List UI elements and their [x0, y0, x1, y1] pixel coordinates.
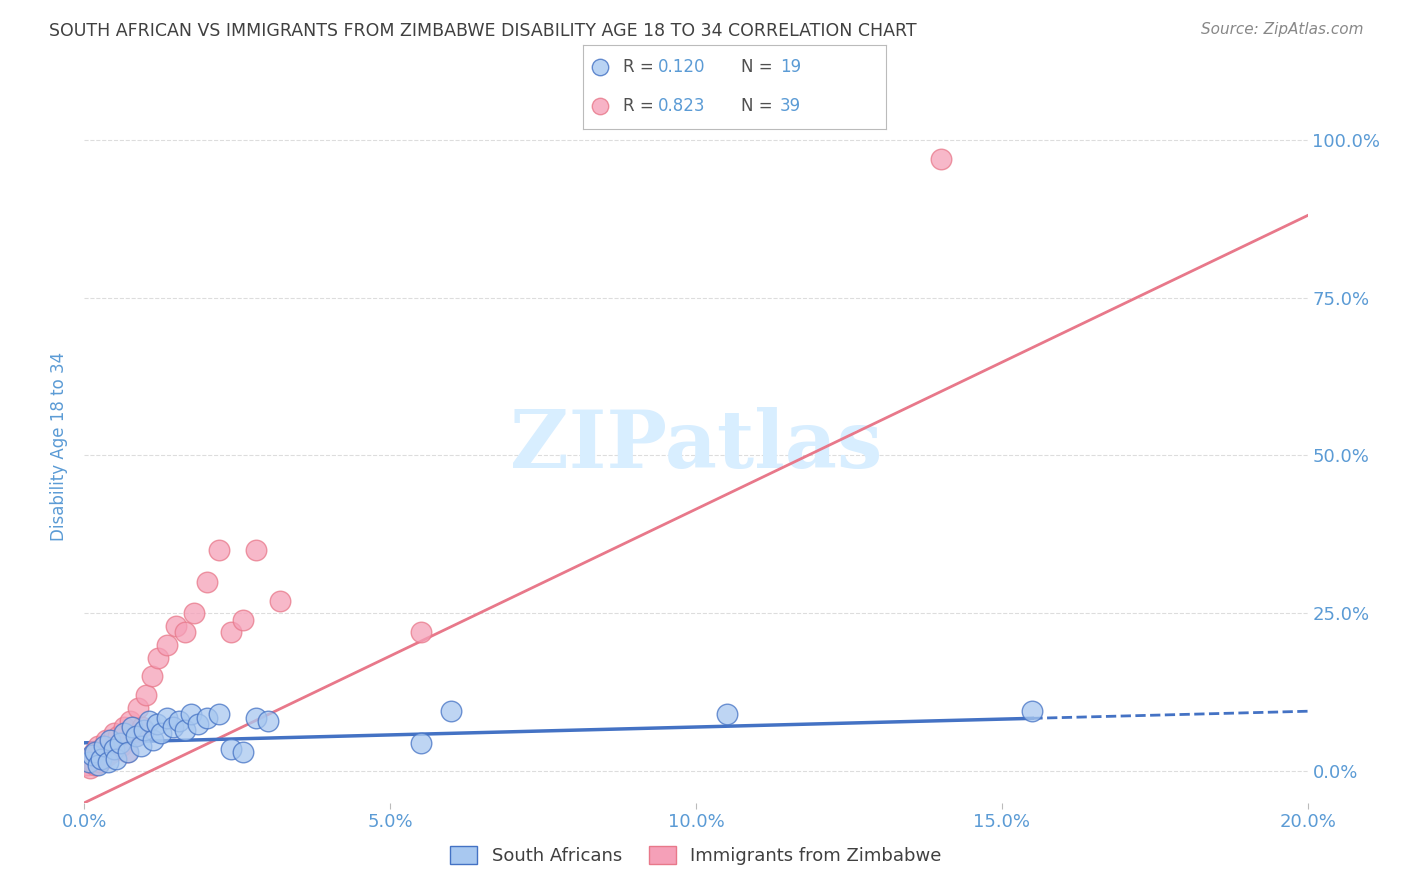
Y-axis label: Disability Age 18 to 34: Disability Age 18 to 34 [51, 351, 69, 541]
Point [129, 739, 152, 753]
Point [146, 650, 169, 665]
Point [174, 723, 197, 738]
Point [145, 717, 167, 731]
Point [120, 714, 142, 728]
Point [245, 710, 267, 724]
Point [110, 739, 132, 753]
Point [91, 751, 114, 765]
Point [257, 714, 280, 728]
Point [121, 720, 143, 734]
Point [77, 755, 100, 769]
Point [134, 723, 156, 738]
Point [112, 726, 135, 740]
Point [409, 625, 432, 640]
Point [183, 607, 205, 621]
Text: 0.823: 0.823 [658, 97, 704, 115]
Point [232, 745, 254, 759]
Point [87, 758, 110, 772]
Point [98, 732, 121, 747]
Point [219, 625, 242, 640]
Point [149, 726, 172, 740]
Text: R =: R = [623, 59, 659, 77]
Point [142, 732, 165, 747]
Point [195, 574, 218, 589]
Point [245, 543, 267, 558]
Text: 39: 39 [780, 97, 801, 115]
Point [97, 748, 120, 763]
Point [101, 745, 124, 759]
Text: 19: 19 [780, 59, 801, 77]
Point [103, 742, 125, 756]
Point [77, 751, 100, 765]
Point [76, 758, 98, 772]
Point [89, 755, 111, 769]
Point [86, 748, 108, 763]
Point [929, 152, 952, 166]
Point [124, 730, 146, 744]
Point [208, 707, 231, 722]
Text: N =: N = [741, 59, 778, 77]
Point [174, 625, 197, 640]
Point [107, 730, 129, 744]
Point [117, 745, 139, 759]
Text: Source: ZipAtlas.com: Source: ZipAtlas.com [1201, 22, 1364, 37]
Point [125, 730, 148, 744]
Point [108, 736, 131, 750]
Point [80, 748, 103, 763]
Text: ZIPatlas: ZIPatlas [510, 407, 882, 485]
Text: SOUTH AFRICAN VS IMMIGRANTS FROM ZIMBABWE DISABILITY AGE 18 TO 34 CORRELATION CH: SOUTH AFRICAN VS IMMIGRANTS FROM ZIMBABW… [49, 22, 917, 40]
Point [1021, 704, 1043, 718]
Point [79, 761, 101, 775]
Point [94, 732, 117, 747]
Text: R =: R = [623, 97, 659, 115]
Point [90, 751, 112, 765]
Point [131, 720, 153, 734]
Point [87, 739, 110, 753]
Point [186, 717, 208, 731]
Point [208, 543, 231, 558]
Point [103, 726, 125, 740]
Point [80, 755, 103, 769]
Point [195, 710, 218, 724]
Point [156, 710, 179, 724]
Point [165, 619, 187, 633]
Legend: South Africans, Immigrants from Zimbabwe: South Africans, Immigrants from Zimbabwe [443, 838, 949, 872]
Point [269, 593, 291, 607]
Point [115, 745, 138, 759]
Point [440, 704, 463, 718]
Point [162, 720, 184, 734]
Point [83, 745, 105, 759]
Text: N =: N = [741, 97, 778, 115]
Point [219, 742, 242, 756]
Point [84, 758, 107, 772]
Point [156, 638, 179, 652]
Point [105, 751, 128, 765]
Point [409, 736, 432, 750]
Point [138, 714, 160, 728]
Point [112, 720, 135, 734]
Point [127, 701, 149, 715]
Point [716, 707, 738, 722]
Point [93, 739, 115, 753]
Point [97, 755, 120, 769]
Point [167, 714, 190, 728]
Point [180, 707, 202, 722]
Text: 0.120: 0.120 [658, 59, 704, 77]
Point [141, 669, 163, 683]
Point [232, 613, 254, 627]
Point [84, 745, 107, 759]
Point [135, 689, 157, 703]
Point [105, 742, 128, 756]
Point [90, 742, 112, 756]
Point [98, 736, 121, 750]
